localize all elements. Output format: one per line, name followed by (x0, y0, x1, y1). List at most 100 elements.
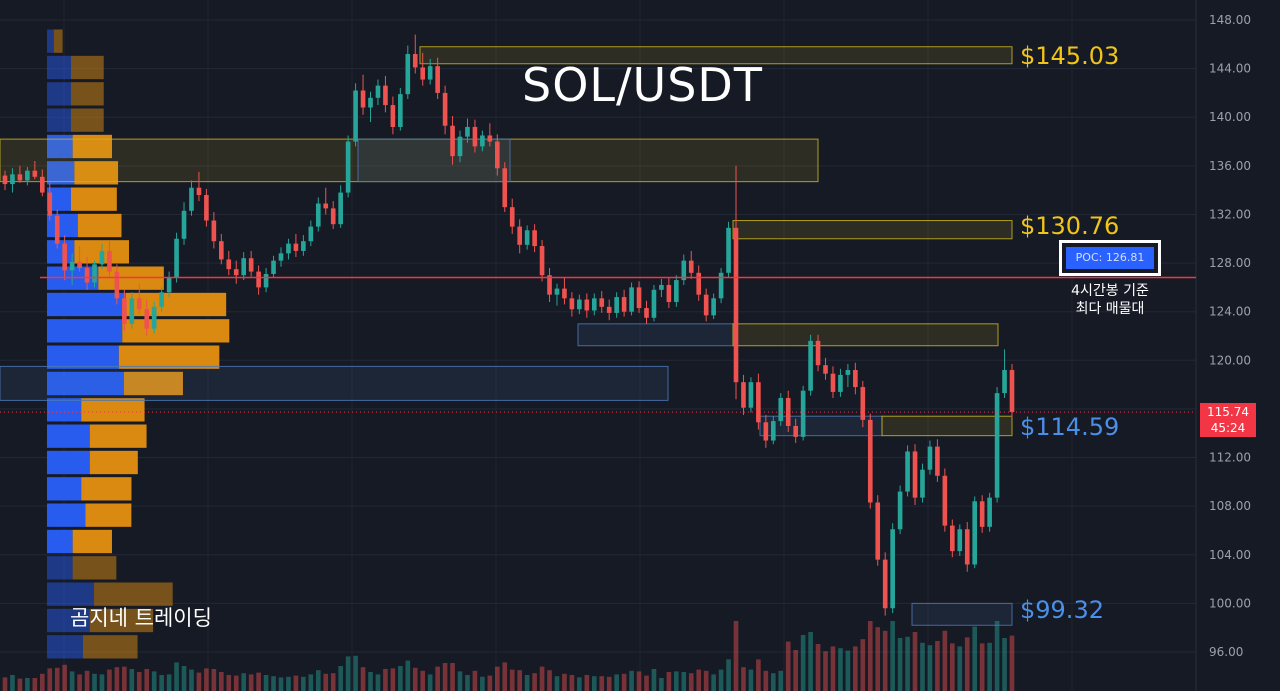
candle-body (808, 340, 813, 391)
candle-body (39, 176, 45, 193)
volume-bar (47, 668, 53, 691)
volume-bar (435, 666, 440, 691)
profile-sell-bar (81, 398, 145, 422)
profile-sell-bar (85, 503, 132, 527)
candle-body (412, 54, 418, 68)
candle-body (472, 126, 478, 147)
y-tick-label: 132.00 (1209, 207, 1251, 221)
volume-bar (950, 643, 955, 691)
candle-body (659, 284, 664, 290)
volume-bar (606, 676, 612, 691)
level-label-s2: $99.32 (1020, 596, 1104, 624)
volume-bar (711, 674, 716, 691)
candle-body (644, 308, 649, 318)
volume-bar (226, 675, 232, 691)
candle-body (942, 475, 948, 526)
y-tick-label: 104.00 (1209, 548, 1251, 562)
candle-body (815, 340, 821, 366)
profile-sell-bar (82, 635, 138, 659)
candle-body (517, 226, 523, 245)
volume-bar (174, 662, 179, 691)
volume-bar (770, 673, 776, 691)
profile-buy-bar (47, 556, 73, 580)
candle-body (301, 241, 306, 251)
volume-bar (562, 673, 567, 691)
volume-bar (345, 656, 351, 691)
volume-bar (278, 677, 284, 691)
volume-bar (286, 676, 291, 691)
volume-bar (912, 632, 918, 691)
volume-bar (181, 666, 187, 691)
candle-body (763, 422, 769, 441)
volume-bar (390, 668, 396, 691)
volume-bar (853, 646, 858, 691)
watermark-text: 곰지네 트레이딩 (70, 606, 212, 630)
candle-body (480, 135, 485, 147)
candle-body (733, 227, 739, 383)
volume-bar (25, 678, 30, 691)
volume-bar (614, 674, 619, 691)
volume-bar (860, 639, 866, 691)
candle-body (487, 135, 493, 142)
volume-bar (509, 669, 515, 691)
volume-bar (99, 674, 105, 691)
profile-sell-bar (118, 345, 220, 369)
candle-body (823, 365, 828, 374)
candle-body (129, 298, 135, 324)
profile-buy-bar (47, 292, 126, 317)
candle-body (882, 559, 888, 609)
price-axis[interactable]: 148.00 144.00 140.00 136.00 132.00 128.00 124.… (1209, 13, 1251, 659)
volume-bar (2, 677, 8, 691)
candle-body (599, 298, 605, 307)
profile-buy-bar (47, 187, 71, 211)
poc-note-line2: 최다 매물대 (1075, 301, 1145, 317)
candle-body (278, 253, 284, 261)
profile-buy-bar (47, 371, 124, 396)
candle-body (62, 243, 67, 271)
candle-body (741, 382, 746, 408)
candle-body (47, 192, 53, 216)
y-tick-label: 148.00 (1209, 13, 1251, 27)
candle-body (99, 250, 105, 265)
volume-bar (17, 678, 23, 691)
level-zone-yellow (881, 415, 1013, 437)
candle-body (174, 238, 179, 278)
candle-body (151, 306, 157, 329)
candle-body (987, 497, 992, 527)
profile-buy-bar (47, 319, 123, 343)
candle-body (241, 258, 247, 276)
level-zone-yellow (419, 46, 1013, 65)
volume-bar (539, 666, 545, 691)
profile-buy-bar (47, 345, 119, 369)
volume-bar (189, 669, 194, 691)
candle-body (793, 425, 798, 437)
volume-bar (703, 670, 709, 691)
candle-body (144, 309, 150, 329)
profile-sell-bar (70, 82, 104, 106)
volume-bar (211, 669, 217, 691)
volume-bar (830, 646, 836, 691)
candle-body (591, 298, 597, 311)
candle-body (345, 141, 351, 193)
volume-bar (696, 669, 702, 691)
volume-bar (502, 662, 508, 691)
volume-bar (405, 660, 411, 691)
candle-body (1009, 370, 1015, 413)
volume-bar (517, 670, 523, 691)
y-tick-label: 128.00 (1209, 256, 1251, 270)
last-price-value: 115.74 (1207, 405, 1249, 419)
volume-bar (681, 672, 687, 691)
volume-bar (964, 637, 970, 691)
volume-bar (800, 635, 806, 691)
candle-body (308, 226, 314, 242)
volume-bar (54, 667, 60, 691)
volume-bar (659, 678, 664, 691)
level-zone-blue (911, 602, 1013, 626)
candle-body (2, 175, 8, 185)
candle-body (226, 259, 232, 270)
volume-bar (427, 674, 433, 691)
bar-countdown: 45:24 (1210, 421, 1246, 435)
candle-body (271, 260, 276, 275)
candle-body (935, 446, 940, 476)
